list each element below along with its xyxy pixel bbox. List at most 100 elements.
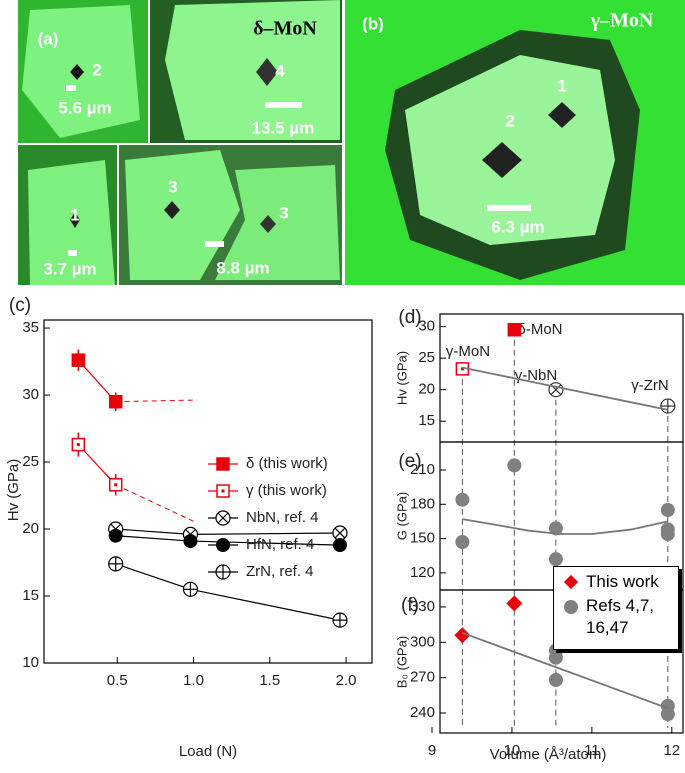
marker bbox=[454, 627, 471, 644]
marker bbox=[216, 538, 230, 552]
marker-shape bbox=[108, 394, 123, 409]
marker-shape bbox=[550, 384, 562, 396]
micrograph-a: (a) δ–MoN 2 4 1 3 3 5.6 µm 13.5 µm 3.7 µ… bbox=[18, 0, 342, 285]
y-axis-label: Hv (GPa) bbox=[5, 459, 22, 522]
annotation: γ-ZrN bbox=[631, 377, 669, 394]
indent-label: 3 bbox=[168, 177, 177, 196]
marker-shape bbox=[548, 650, 563, 665]
leader-line bbox=[115, 484, 196, 523]
y-tick-label: 35 bbox=[22, 319, 39, 336]
x-tick-label: 10 bbox=[504, 742, 521, 759]
legend: This work Refs 4,7, 16,47 bbox=[553, 566, 679, 650]
marker bbox=[182, 581, 199, 597]
scale-label: 8.8 µm bbox=[216, 258, 269, 277]
marker-shape bbox=[548, 672, 563, 687]
marker bbox=[507, 458, 522, 473]
legend-marker bbox=[563, 574, 579, 590]
annotation: δ-MoN bbox=[517, 321, 562, 338]
x-axis-label: Volume (Å³/atom) bbox=[490, 746, 607, 763]
marker-shape bbox=[216, 457, 230, 471]
scale-label: 5.6 µm bbox=[58, 98, 111, 117]
annotation: γ-NbN bbox=[515, 367, 558, 384]
marker-shape bbox=[660, 503, 675, 517]
legend-label: NbN, ref. 4 bbox=[246, 509, 319, 526]
y-axis-label: G (GPa) bbox=[394, 492, 409, 540]
plot-frame bbox=[43, 319, 373, 664]
marker-shape bbox=[455, 492, 470, 507]
x-tick-label: 1.0 bbox=[183, 672, 204, 689]
marker bbox=[455, 362, 470, 376]
marker bbox=[108, 528, 123, 543]
x-tick-label: 0.5 bbox=[107, 672, 128, 689]
marker bbox=[507, 323, 522, 337]
x-tick-label: 11 bbox=[584, 742, 600, 759]
panel-label: (b) bbox=[362, 14, 384, 33]
marker bbox=[548, 672, 563, 687]
y-tick-label: 330 bbox=[410, 598, 435, 615]
marker bbox=[548, 521, 563, 536]
scale-label: 13.5 µm bbox=[252, 118, 315, 137]
marker bbox=[332, 538, 347, 553]
marker bbox=[71, 353, 86, 367]
indent-label: 3 bbox=[279, 203, 288, 222]
marker-shape bbox=[507, 458, 522, 473]
series-line bbox=[462, 518, 669, 535]
marker-shape bbox=[216, 538, 230, 552]
marker bbox=[183, 534, 198, 549]
x-tick-label: 12 bbox=[663, 742, 680, 759]
marker bbox=[548, 552, 563, 567]
marker-shape bbox=[71, 353, 86, 367]
leader-line bbox=[115, 399, 198, 403]
scale-label: 6.3 µm bbox=[491, 217, 544, 236]
marker-shape bbox=[183, 534, 198, 549]
marker bbox=[216, 484, 230, 498]
scale-label: 3.7 µm bbox=[43, 259, 96, 278]
y-tick-label: 25 bbox=[22, 453, 39, 470]
y-tick-label: 300 bbox=[410, 633, 435, 650]
indent-label: 1 bbox=[70, 205, 79, 224]
marker bbox=[71, 437, 86, 452]
series-line bbox=[462, 632, 669, 710]
y-tick-label: 30 bbox=[418, 318, 435, 335]
marker bbox=[215, 510, 231, 526]
marker bbox=[332, 525, 348, 541]
marker-shape bbox=[660, 707, 675, 722]
x-tick-label: 2.0 bbox=[336, 672, 357, 689]
y-tick-label: 30 bbox=[22, 386, 39, 403]
marker bbox=[108, 394, 123, 409]
indent-label: 4 bbox=[275, 61, 285, 80]
marker bbox=[455, 535, 470, 549]
y-tick-label: 240 bbox=[410, 704, 435, 721]
marker bbox=[660, 503, 675, 517]
indent-label: 2 bbox=[505, 111, 514, 130]
marker-shape bbox=[114, 483, 118, 487]
marker bbox=[455, 492, 470, 507]
marker-shape bbox=[334, 527, 346, 539]
indent-label: 1 bbox=[557, 76, 566, 95]
y-tick-label: 20 bbox=[418, 381, 435, 398]
panel-label: (c) bbox=[9, 295, 31, 316]
marker-shape bbox=[221, 489, 225, 493]
legend-label: δ (this work) bbox=[246, 455, 328, 472]
y-tick-label: 180 bbox=[410, 495, 435, 512]
marker bbox=[108, 478, 123, 492]
y-tick-label: 120 bbox=[410, 564, 435, 581]
marker-shape bbox=[217, 512, 229, 524]
panel-label: (d) bbox=[398, 307, 421, 328]
annotation: γ-MoN bbox=[446, 343, 490, 360]
marker-shape bbox=[507, 323, 522, 337]
marker-shape bbox=[332, 538, 347, 553]
marker bbox=[506, 595, 523, 612]
panel-label: (f) bbox=[401, 595, 419, 616]
marker bbox=[660, 398, 676, 414]
panel-title: γ–MoN bbox=[590, 10, 654, 32]
panel-title: δ–MoN bbox=[253, 18, 317, 40]
y-tick-label: 270 bbox=[410, 669, 435, 686]
marker bbox=[660, 707, 675, 722]
y-tick-label: 15 bbox=[22, 587, 39, 604]
marker-shape bbox=[454, 627, 471, 644]
marker bbox=[548, 650, 563, 665]
marker bbox=[216, 457, 230, 471]
legend-label: Refs 4,7, 16,47 bbox=[586, 596, 655, 637]
